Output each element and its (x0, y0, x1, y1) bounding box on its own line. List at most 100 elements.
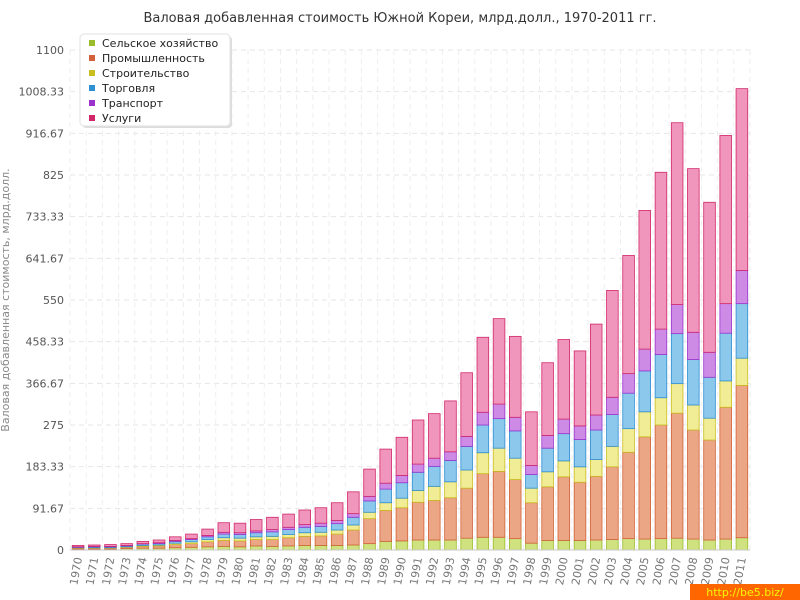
bar-segment-1989-0 (379, 540, 392, 551)
bar-segment-1974-5 (136, 540, 150, 545)
bar-segment-2004-0 (622, 538, 635, 551)
bar-segment-2008-4 (687, 331, 700, 360)
x-tick-label: 1989 (375, 556, 393, 586)
bar-segment-2004-4 (622, 373, 635, 394)
bar-segment-2003-4 (606, 396, 619, 415)
bar-segment-2005-2 (638, 411, 651, 438)
bar-segment-1996-2 (492, 447, 506, 472)
bar-segment-2006-5 (654, 171, 668, 330)
bar-segment-1980-5 (233, 522, 247, 534)
bar-segment-2009-3 (703, 376, 716, 419)
bar-stack-1973 (120, 543, 133, 551)
x-tick-label: 1997 (505, 556, 523, 586)
bar-segment-1995-0 (476, 536, 490, 551)
x-tick-label: 1990 (391, 556, 409, 586)
bar-segment-1981-3 (249, 532, 263, 538)
watermark-link[interactable]: http://be5.biz/ (706, 586, 784, 599)
x-tick-label: 2010 (715, 556, 733, 586)
bar-stack-1984 (298, 509, 311, 551)
bar-segment-1979-3 (217, 533, 231, 539)
legend-item[interactable]: Сельское хозяйство (89, 37, 218, 50)
x-tick-label: 1984 (294, 556, 312, 586)
bar-stack-1976 (169, 536, 182, 551)
bar-stack-1991 (411, 419, 425, 551)
bar-segment-1987-1 (347, 529, 360, 546)
y-tick-label: 733.33 (26, 211, 65, 224)
bar-segment-1996-0 (492, 536, 506, 551)
x-tick-label: 1971 (84, 556, 102, 586)
x-tick-label: 1996 (488, 556, 506, 586)
bar-segment-1982-1 (266, 539, 279, 547)
bar-segment-1998-3 (525, 474, 538, 489)
bar-segment-1993-0 (444, 539, 457, 551)
y-axis-label: Валовая добавленная стоимость, млрд.долл… (0, 168, 12, 431)
bar-stack-1988 (363, 468, 376, 551)
bar-stack-1978 (201, 528, 214, 551)
bar-segment-1987-0 (347, 544, 360, 551)
bar-segment-1985-2 (314, 531, 328, 537)
bar-stack-1994 (460, 372, 473, 551)
legend-label: Промышленность (102, 52, 205, 65)
bar-segment-2007-5 (670, 122, 684, 305)
bar-segment-2000-5 (557, 339, 571, 420)
bar-segment-1983-5 (282, 513, 295, 528)
bar-segment-2009-4 (703, 351, 716, 378)
y-tick-label: 183.33 (26, 461, 65, 474)
legend-item[interactable]: Строительство (89, 67, 190, 80)
bar-stack-2004 (622, 255, 635, 551)
legend-item[interactable]: Услуги (89, 112, 141, 125)
legend-swatch (89, 70, 95, 76)
bar-stack-2010 (719, 135, 732, 551)
bar-segment-2004-5 (622, 255, 635, 375)
bar-segment-1997-0 (509, 538, 522, 551)
bar-segment-1996-3 (492, 418, 506, 449)
bar-segment-1987-2 (347, 524, 360, 531)
bar-segment-2000-4 (557, 418, 571, 435)
bar-stack-1972 (104, 544, 117, 551)
x-tick-label: 2002 (585, 556, 603, 586)
bar-segment-1970-5 (71, 545, 85, 548)
legend-label: Сельское хозяйство (102, 37, 218, 50)
bar-segment-1987-4 (347, 513, 360, 518)
bar-stack-1974 (136, 540, 150, 551)
x-tick-label: 1992 (424, 556, 442, 586)
legend[interactable]: Сельское хозяйство Промышленность Строител… (79, 33, 232, 128)
bar-segment-2010-1 (719, 406, 732, 540)
bar-stack-1998 (525, 411, 538, 551)
bar-stack-1987 (347, 491, 360, 551)
bar-segment-1990-1 (395, 507, 409, 542)
bar-segment-1984-5 (298, 509, 311, 525)
x-tick-label: 1972 (100, 556, 118, 586)
legend-item[interactable]: Торговля (89, 82, 155, 95)
bar-segment-2010-0 (719, 538, 732, 551)
bar-segment-1998-1 (525, 502, 538, 544)
bar-segment-1997-4 (509, 416, 522, 432)
bar-segment-1995-1 (476, 473, 490, 538)
legend-swatch (89, 115, 95, 121)
x-tick-label: 2004 (618, 556, 636, 586)
x-tick-label: 1986 (326, 556, 344, 586)
y-tick-label: 641.67 (26, 252, 65, 265)
bar-segment-1981-0 (249, 545, 263, 551)
bar-segment-1988-3 (363, 500, 376, 513)
bar-segment-2002-2 (589, 459, 603, 477)
bar-segment-1988-1 (363, 518, 376, 545)
bar-segment-2002-1 (589, 475, 603, 541)
bar-segment-2008-1 (687, 429, 700, 540)
watermark[interactable]: http://be5.biz/ (690, 584, 800, 600)
bar-segment-1992-5 (428, 413, 441, 459)
bar-segment-1981-5 (249, 519, 263, 532)
bar-segment-1996-5 (492, 318, 506, 405)
legend-item[interactable]: Транспорт (89, 97, 164, 110)
legend-swatch (89, 40, 95, 46)
bar-segment-1982-2 (266, 535, 279, 540)
gridlines (69, 49, 751, 551)
bar-segment-2008-3 (687, 359, 700, 406)
bar-segment-1998-0 (525, 542, 538, 551)
bar-segment-2011-3 (735, 303, 749, 359)
bar-segment-1994-5 (460, 372, 473, 437)
bar-segment-1999-5 (541, 362, 554, 436)
bar-segment-2002-4 (589, 414, 603, 431)
legend-item[interactable]: Промышленность (89, 52, 205, 65)
